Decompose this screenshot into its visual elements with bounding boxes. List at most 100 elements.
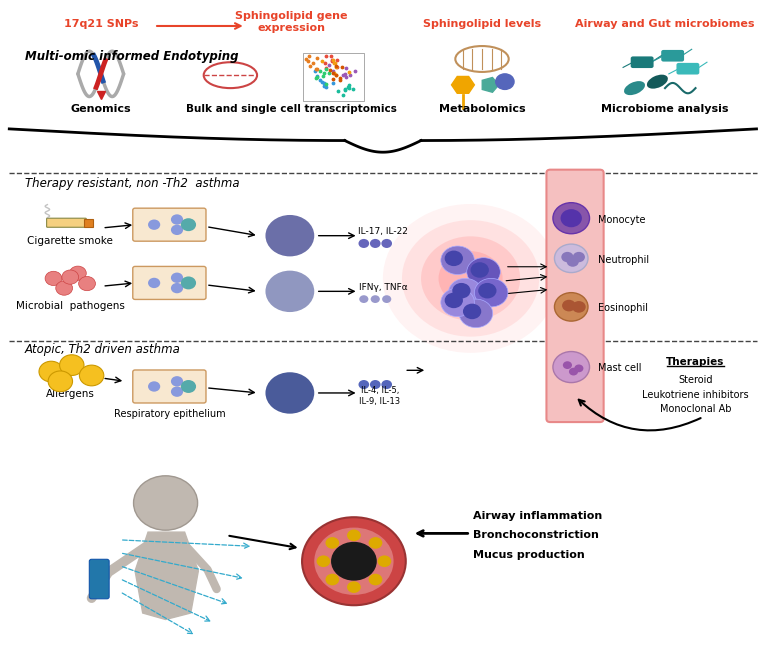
- Circle shape: [171, 225, 183, 235]
- Point: [319, 81, 331, 91]
- Point: [319, 58, 331, 68]
- Circle shape: [561, 252, 573, 262]
- Point: [331, 55, 343, 65]
- Circle shape: [358, 239, 369, 248]
- Circle shape: [573, 252, 585, 262]
- Point: [331, 61, 343, 72]
- Text: Monocyte: Monocyte: [598, 214, 646, 224]
- Text: Th17: Th17: [277, 231, 304, 240]
- FancyBboxPatch shape: [546, 170, 604, 422]
- Circle shape: [569, 368, 578, 376]
- Ellipse shape: [647, 75, 668, 88]
- Circle shape: [382, 239, 392, 248]
- Point: [336, 62, 349, 72]
- Point: [343, 67, 355, 77]
- Circle shape: [56, 281, 72, 295]
- Circle shape: [266, 270, 314, 312]
- Circle shape: [496, 74, 514, 90]
- Circle shape: [368, 537, 382, 549]
- Point: [344, 70, 357, 81]
- Text: Mucus production: Mucus production: [473, 550, 584, 560]
- Point: [339, 84, 351, 94]
- Point: [311, 71, 323, 81]
- Point: [327, 55, 340, 65]
- Circle shape: [78, 276, 96, 291]
- Text: IFNγ, TNFα: IFNγ, TNFα: [358, 283, 407, 292]
- Text: Airway and Gut microbiomes: Airway and Gut microbiomes: [575, 19, 754, 29]
- Circle shape: [463, 304, 481, 319]
- Point: [326, 55, 339, 66]
- Text: Bulk and single cell transcriptomics: Bulk and single cell transcriptomics: [186, 105, 397, 114]
- Circle shape: [148, 382, 160, 392]
- Text: Metabolomics: Metabolomics: [439, 105, 525, 114]
- Point: [332, 86, 344, 97]
- Text: Neutrophil: Neutrophil: [598, 255, 649, 265]
- Text: Microbiome analysis: Microbiome analysis: [601, 105, 729, 114]
- Circle shape: [60, 355, 84, 376]
- Circle shape: [562, 300, 576, 311]
- Circle shape: [331, 542, 377, 580]
- Text: Mast cell: Mast cell: [598, 363, 642, 373]
- Circle shape: [148, 278, 160, 288]
- Point: [325, 51, 337, 61]
- Point: [320, 81, 333, 92]
- Circle shape: [370, 380, 381, 389]
- FancyBboxPatch shape: [47, 218, 86, 227]
- Circle shape: [314, 528, 394, 595]
- Point: [334, 73, 347, 83]
- Point: [318, 78, 330, 88]
- Text: IL-4, IL-5,
IL-9, IL-13: IL-4, IL-5, IL-9, IL-13: [359, 387, 400, 406]
- Circle shape: [171, 376, 183, 387]
- Point: [327, 66, 340, 76]
- Point: [302, 51, 315, 61]
- Point: [323, 68, 336, 78]
- Text: Sphingolipid gene
expression: Sphingolipid gene expression: [235, 11, 347, 33]
- Circle shape: [171, 283, 183, 293]
- Circle shape: [448, 278, 482, 307]
- Point: [330, 70, 343, 81]
- Point: [314, 75, 326, 86]
- Point: [310, 64, 322, 74]
- Point: [342, 82, 354, 92]
- Circle shape: [555, 292, 588, 321]
- Point: [317, 72, 329, 82]
- Point: [309, 73, 322, 83]
- Circle shape: [368, 574, 382, 586]
- Circle shape: [266, 215, 314, 256]
- Text: Bronchoconstriction: Bronchoconstriction: [473, 530, 599, 540]
- Circle shape: [45, 271, 62, 285]
- Text: Th1: Th1: [280, 287, 300, 296]
- Circle shape: [62, 270, 78, 284]
- Point: [301, 56, 314, 66]
- Circle shape: [371, 295, 380, 303]
- Point: [328, 68, 340, 79]
- Circle shape: [171, 214, 183, 225]
- Point: [310, 72, 322, 82]
- Text: Therapy resistant, non -Th2  asthma: Therapy resistant, non -Th2 asthma: [25, 177, 239, 190]
- Circle shape: [553, 203, 590, 234]
- Circle shape: [181, 218, 196, 231]
- Circle shape: [563, 361, 572, 369]
- Circle shape: [459, 299, 493, 328]
- Circle shape: [148, 220, 160, 230]
- Polygon shape: [135, 532, 198, 619]
- Circle shape: [326, 537, 340, 549]
- Circle shape: [382, 295, 392, 303]
- Text: IL-17, IL-22: IL-17, IL-22: [358, 227, 408, 236]
- Point: [347, 83, 359, 94]
- Circle shape: [266, 372, 314, 413]
- Circle shape: [302, 517, 406, 605]
- FancyBboxPatch shape: [677, 63, 699, 75]
- FancyBboxPatch shape: [133, 208, 206, 241]
- Point: [299, 53, 312, 64]
- Point: [340, 72, 352, 82]
- Point: [337, 70, 350, 81]
- Circle shape: [326, 574, 340, 586]
- Circle shape: [383, 204, 558, 353]
- Circle shape: [421, 237, 520, 320]
- Circle shape: [560, 209, 582, 228]
- Circle shape: [378, 555, 392, 567]
- Circle shape: [171, 387, 183, 397]
- Point: [306, 58, 319, 68]
- Point: [318, 68, 330, 78]
